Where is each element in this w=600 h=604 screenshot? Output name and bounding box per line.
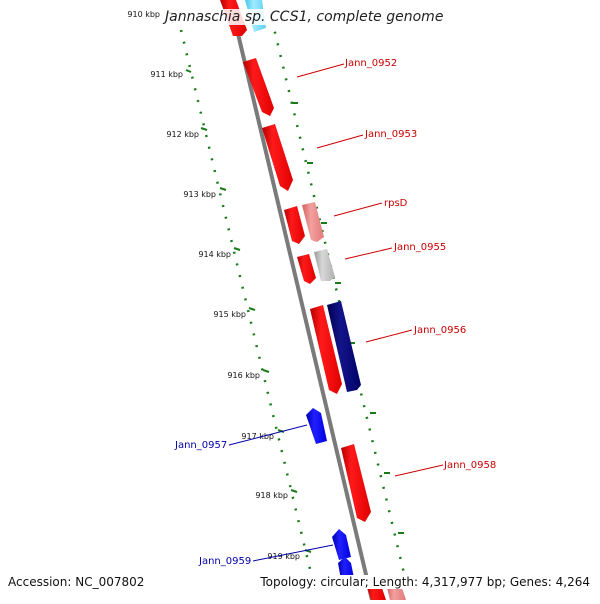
map-title: Jannaschia sp. CCS1, complete genome <box>162 9 447 25</box>
ruler-label: 914 kbp <box>198 250 231 259</box>
ruler: 910 kbp 911 kbp 912 kbp 913 kbp 914 kbp … <box>127 10 312 561</box>
genome-summary-text: Topology: circular; Length: 4,317,977 bp… <box>260 575 590 589</box>
ruler-tick <box>185 69 192 73</box>
gene-arrow-red-small[interactable] <box>297 254 316 284</box>
leader-jann-0953 <box>316 134 364 149</box>
ruler-label: 911 kbp <box>150 70 183 79</box>
gene-arrow-jann-0952[interactable] <box>243 58 274 116</box>
leader-jann-0957 <box>228 424 308 446</box>
ruler-label: 918 kbp <box>255 491 288 500</box>
gene-arrow-jann-0957[interactable] <box>306 408 327 444</box>
gene-arrow-navy[interactable] <box>327 301 361 392</box>
gc-content-track <box>270 19 410 591</box>
leader-rpsd <box>333 202 383 217</box>
gene-label[interactable]: rpsD <box>384 198 408 209</box>
ruler-tick <box>262 369 270 373</box>
ruler-label: 912 kbp <box>166 130 199 139</box>
ruler-label: 916 kbp <box>227 371 260 380</box>
gene-label-leaders <box>228 63 444 562</box>
ruler-label: 910 kbp <box>127 10 160 19</box>
gene-arrow-jann-0959[interactable] <box>332 529 351 560</box>
gene-features <box>220 0 406 600</box>
leader-jann-0956 <box>365 329 413 343</box>
ruler-tick <box>290 489 298 493</box>
ruler-label: 917 kbp <box>241 432 274 441</box>
gene-label[interactable]: Jann_0953 <box>364 129 417 140</box>
ruler-tick <box>219 187 227 191</box>
gene-arrow-jann-0955[interactable] <box>314 249 335 281</box>
gene-label[interactable]: Jann_0958 <box>443 460 496 471</box>
ruler-tick <box>233 247 241 251</box>
leader-jann-0952 <box>296 63 345 78</box>
genome-backbone <box>228 0 374 601</box>
gc-ticks <box>292 102 404 534</box>
gene-labels: Jann_0952 Jann_0953 rpsD Jann_0955 Jann_… <box>174 58 496 567</box>
leader-jann-0955 <box>344 247 393 260</box>
ruler-label: 913 kbp <box>183 190 216 199</box>
gene-arrow-jann-0956[interactable] <box>310 305 342 394</box>
ruler-label: 919 kbp <box>267 552 300 561</box>
gene-arrow-jann-0953[interactable] <box>262 124 293 191</box>
accession-text: Accession: NC_007802 <box>8 575 145 589</box>
gene-arrow-jann-0958[interactable] <box>341 444 371 522</box>
gene-label[interactable]: Jann_0952 <box>344 58 397 69</box>
ruler-tick <box>248 307 256 311</box>
gene-label[interactable]: Jann_0957 <box>174 440 227 451</box>
gene-label[interactable]: Jann_0955 <box>393 242 446 253</box>
gene-arrow-rpsd[interactable] <box>302 202 324 242</box>
leader-jann-0959 <box>252 544 334 562</box>
gene-arrow-bottom-blue[interactable] <box>338 557 354 580</box>
ruler-label: 915 kbp <box>213 310 246 319</box>
leader-jann-0958 <box>394 464 444 477</box>
gene-label[interactable]: Jann_0956 <box>413 325 466 336</box>
ruler-tick <box>200 127 208 131</box>
gene-label[interactable]: Jann_0959 <box>198 556 251 567</box>
gene-arrow-jann-0954[interactable] <box>284 206 305 244</box>
